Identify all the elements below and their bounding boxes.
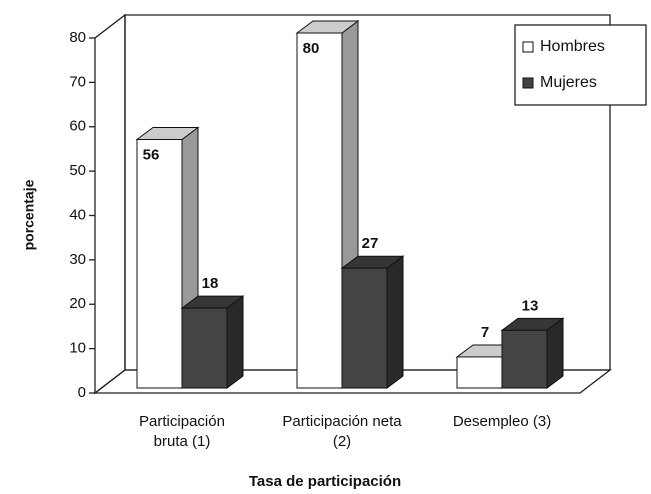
y-tick-label: 70 bbox=[69, 73, 86, 90]
legend-swatch bbox=[522, 77, 534, 89]
y-tick-label: 80 bbox=[69, 29, 86, 46]
bar bbox=[181, 307, 228, 389]
x-axis-label: Tasa de participación bbox=[249, 473, 401, 490]
y-tick-label: 60 bbox=[69, 118, 86, 135]
x-tick-label: Participación bruta (1) bbox=[139, 413, 225, 450]
value-label: 13 bbox=[522, 297, 539, 314]
y-tick-label: 50 bbox=[69, 162, 86, 179]
floor bbox=[93, 369, 612, 394]
value-label: 7 bbox=[481, 324, 489, 341]
legend-label: Mujeres bbox=[540, 74, 597, 91]
bar bbox=[456, 356, 503, 389]
y-tick-label: 0 bbox=[78, 384, 86, 401]
value-label: 80 bbox=[303, 40, 320, 57]
y-tick-label: 20 bbox=[69, 295, 86, 312]
legend-box bbox=[514, 24, 647, 106]
value-label: 27 bbox=[362, 235, 379, 252]
bar-side bbox=[226, 295, 244, 389]
y-tick-label: 40 bbox=[69, 206, 86, 223]
value-label: 18 bbox=[202, 275, 219, 292]
y-tick-label: 10 bbox=[69, 340, 86, 357]
x-tick-label: Participación neta (2) bbox=[282, 413, 402, 450]
x-tick-label: Desempleo (3) bbox=[452, 413, 552, 430]
legend-label: Hombres bbox=[540, 38, 605, 55]
bar bbox=[296, 32, 343, 389]
bar-side bbox=[386, 255, 404, 389]
legend-swatch bbox=[522, 41, 534, 53]
bar bbox=[136, 139, 183, 389]
y-axis-label: porcentaje bbox=[21, 179, 37, 250]
value-label: 56 bbox=[143, 146, 160, 163]
left-wall bbox=[94, 13, 126, 395]
y-tick-label: 30 bbox=[69, 251, 86, 268]
bar bbox=[501, 329, 548, 389]
bar bbox=[341, 267, 388, 389]
